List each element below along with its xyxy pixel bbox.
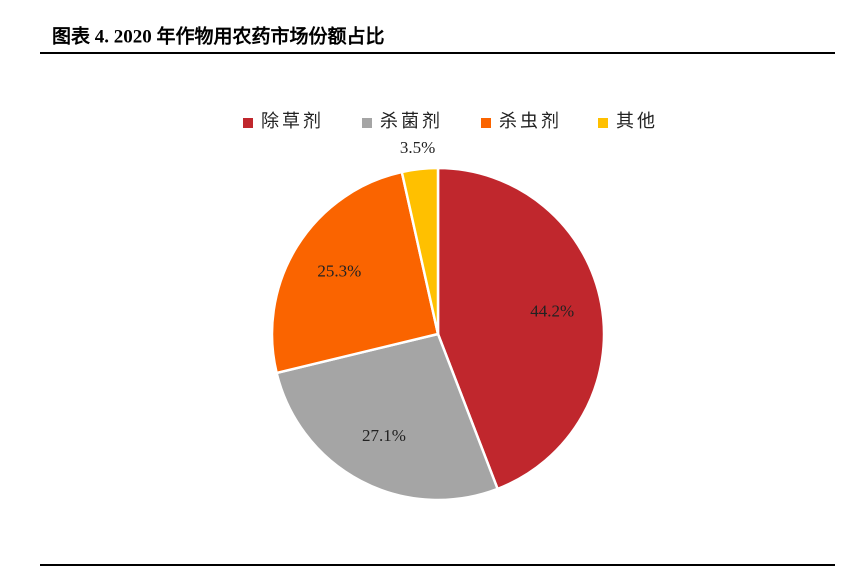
legend-label: 其他 [616,111,658,131]
legend-swatch [362,118,372,128]
legend-swatch [598,118,608,128]
data-label: 27.1% [362,426,406,445]
legend-label: 杀虫剂 [499,111,562,131]
pie-slice [436,166,606,491]
legend-label: 杀菌剂 [380,111,443,131]
chart-title: 图表 4. 2020 年作物用农药市场份额占比 [52,24,385,47]
legend-swatch [243,118,253,128]
pie-slice [275,332,500,502]
pie-slice [270,170,440,375]
legend-label: 除草剂 [261,111,324,131]
data-label: 25.3% [317,261,361,280]
legend-swatch [481,118,491,128]
pie-slice [400,166,440,335]
data-label: 3.5% [400,138,435,157]
data-label: 44.2% [530,302,574,321]
